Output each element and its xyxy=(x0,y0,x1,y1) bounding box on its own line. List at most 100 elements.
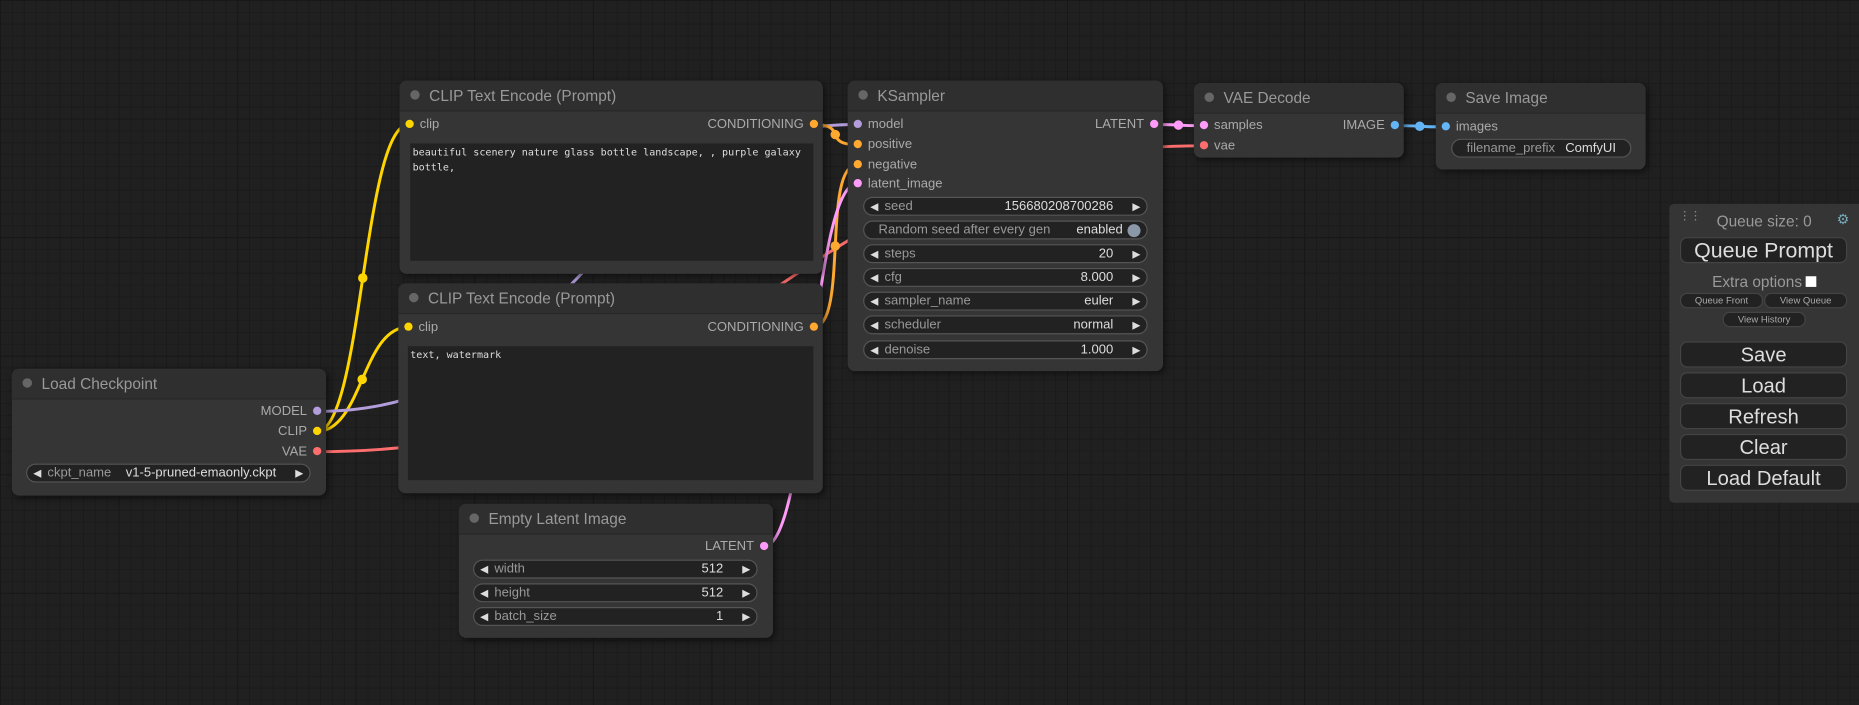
node-clip-text-encode-negative[interactable]: CLIP Text Encode (Prompt) clip CONDITION… xyxy=(398,283,823,494)
node-save-image[interactable]: Save Image images filename_prefix ComfyUI xyxy=(1435,82,1646,170)
link-center-dot-icon[interactable] xyxy=(358,273,368,283)
collapse-dot-icon[interactable] xyxy=(22,378,33,388)
height-number-widget[interactable]: ◀ height 512 ▶ xyxy=(473,583,758,603)
clear-button[interactable]: Clear xyxy=(1679,433,1848,461)
slot-dot-icon[interactable] xyxy=(1390,120,1399,129)
slot-dot-icon[interactable] xyxy=(1441,121,1450,130)
output-slot-vae[interactable]: VAE xyxy=(282,443,322,460)
output-slot-latent[interactable]: LATENT xyxy=(705,538,769,555)
sampler-name-combo[interactable]: ◀ sampler_name euler ▶ xyxy=(863,291,1148,311)
node-empty-latent-image[interactable]: Empty Latent Image LATENT ◀ width 512 ▶ ◀ he… xyxy=(458,503,774,638)
denoise-number-widget[interactable]: ◀ denoise 1.000 ▶ xyxy=(863,340,1148,360)
refresh-button[interactable]: Refresh xyxy=(1679,403,1848,430)
decrement-arrow-icon[interactable]: ◀ xyxy=(33,467,42,479)
node-title[interactable]: KSampler xyxy=(847,80,1164,112)
increment-arrow-icon[interactable]: ▶ xyxy=(1132,295,1141,308)
increment-arrow-icon[interactable]: ▶ xyxy=(1132,271,1141,284)
decrement-arrow-icon[interactable]: ◀ xyxy=(480,586,489,599)
random-seed-toggle[interactable]: Random seed after every gen enabled xyxy=(863,220,1148,240)
link-center-dot-icon[interactable] xyxy=(830,129,840,140)
output-slot-image[interactable]: IMAGE xyxy=(1343,117,1399,134)
input-slot-clip[interactable]: clip xyxy=(404,319,438,336)
batch-size-number-widget[interactable]: ◀ batch_size 1 ▶ xyxy=(473,607,758,626)
node-load-checkpoint[interactable]: Load Checkpoint MODEL CLIP VAE ◀ ckpt_nam… xyxy=(11,368,327,496)
toggle-knob-icon[interactable] xyxy=(1127,224,1141,238)
node-title[interactable]: CLIP Text Encode (Prompt) xyxy=(399,80,823,112)
node-title[interactable]: CLIP Text Encode (Prompt) xyxy=(398,283,823,315)
node-title[interactable]: Save Image xyxy=(1435,82,1646,114)
slot-dot-icon[interactable] xyxy=(312,406,322,415)
output-slot-conditioning[interactable]: CONDITIONING xyxy=(707,319,819,336)
view-queue-button[interactable]: View Queue xyxy=(1764,292,1848,309)
link-center-dot-icon[interactable] xyxy=(357,374,367,385)
steps-number-widget[interactable]: ◀ steps 20 ▶ xyxy=(863,244,1148,264)
decrement-arrow-icon[interactable]: ◀ xyxy=(870,318,879,331)
load-default-button[interactable]: Load Default xyxy=(1679,464,1848,491)
output-slot-conditioning[interactable]: CONDITIONING xyxy=(707,116,819,133)
decrement-arrow-icon[interactable]: ◀ xyxy=(870,247,879,260)
increment-arrow-icon[interactable]: ▶ xyxy=(742,563,751,576)
increment-arrow-icon[interactable]: ▶ xyxy=(295,467,304,479)
input-slot-positive[interactable]: positive xyxy=(853,136,912,153)
save-button[interactable]: Save xyxy=(1679,341,1848,368)
scheduler-combo[interactable]: ◀ scheduler normal ▶ xyxy=(863,315,1148,335)
slot-dot-icon[interactable] xyxy=(404,321,413,331)
node-clip-text-encode-positive[interactable]: CLIP Text Encode (Prompt) clip CONDITION… xyxy=(399,80,823,274)
slot-dot-icon[interactable] xyxy=(853,159,862,168)
node-title[interactable]: Load Checkpoint xyxy=(11,368,327,400)
decrement-arrow-icon[interactable]: ◀ xyxy=(870,271,879,284)
node-title[interactable]: VAE Decode xyxy=(1193,82,1404,114)
collapse-dot-icon[interactable] xyxy=(1204,92,1215,102)
slot-dot-icon[interactable] xyxy=(759,541,769,550)
increment-arrow-icon[interactable]: ▶ xyxy=(742,610,751,623)
input-slot-vae[interactable]: vae xyxy=(1199,138,1235,155)
view-history-button[interactable]: View History xyxy=(1722,311,1806,328)
input-slot-model[interactable]: model xyxy=(853,116,903,133)
queue-prompt-button[interactable]: Queue Prompt xyxy=(1679,237,1848,264)
input-slot-clip[interactable]: clip xyxy=(405,116,439,133)
slot-dot-icon[interactable] xyxy=(405,119,414,128)
output-slot-model[interactable]: MODEL xyxy=(261,403,322,420)
decrement-arrow-icon[interactable]: ◀ xyxy=(480,610,489,623)
decrement-arrow-icon[interactable]: ◀ xyxy=(480,563,489,576)
decrement-arrow-icon[interactable]: ◀ xyxy=(870,200,879,213)
slot-dot-icon[interactable] xyxy=(312,446,322,455)
input-slot-latent-image[interactable]: latent_image xyxy=(853,175,943,192)
increment-arrow-icon[interactable]: ▶ xyxy=(1132,200,1141,213)
collapse-dot-icon[interactable] xyxy=(469,513,479,523)
slot-dot-icon[interactable] xyxy=(809,321,819,331)
link-center-dot-icon[interactable] xyxy=(1173,120,1184,130)
node-title[interactable]: Empty Latent Image xyxy=(458,503,774,535)
slot-dot-icon[interactable] xyxy=(1199,140,1209,149)
slot-dot-icon[interactable] xyxy=(853,139,862,148)
gear-icon[interactable]: ⚙ xyxy=(1836,211,1850,228)
width-number-widget[interactable]: ◀ width 512 ▶ xyxy=(473,559,758,579)
extra-options-checkbox[interactable] xyxy=(1805,276,1817,287)
link-center-dot-icon[interactable] xyxy=(1415,121,1425,132)
output-slot-clip[interactable]: CLIP xyxy=(278,423,322,440)
increment-arrow-icon[interactable]: ▶ xyxy=(742,586,751,599)
collapse-dot-icon[interactable] xyxy=(858,90,868,100)
load-button[interactable]: Load xyxy=(1679,372,1848,399)
filename-prefix-text-widget[interactable]: filename_prefix ComfyUI xyxy=(1451,138,1632,158)
increment-arrow-icon[interactable]: ▶ xyxy=(1132,247,1141,260)
input-slot-samples[interactable]: samples xyxy=(1199,117,1263,134)
drag-handle-icon[interactable]: ⋮⋮ xyxy=(1678,209,1702,223)
cfg-number-widget[interactable]: ◀ cfg 8.000 ▶ xyxy=(863,267,1148,287)
node-vae-decode[interactable]: VAE Decode samples vae IMAGE xyxy=(1193,82,1404,158)
input-slot-negative[interactable]: negative xyxy=(853,156,917,173)
slot-dot-icon[interactable] xyxy=(1199,120,1209,129)
collapse-dot-icon[interactable] xyxy=(1446,92,1456,102)
seed-number-widget[interactable]: ◀ seed 156680208700286 ▶ xyxy=(863,196,1148,216)
slot-dot-icon[interactable] xyxy=(1150,119,1159,128)
link-center-dot-icon[interactable] xyxy=(830,241,840,251)
slot-dot-icon[interactable] xyxy=(853,119,862,128)
collapse-dot-icon[interactable] xyxy=(410,90,420,100)
slot-dot-icon[interactable] xyxy=(853,178,862,187)
queue-front-button[interactable]: Queue Front xyxy=(1679,292,1763,309)
output-slot-latent[interactable]: LATENT xyxy=(1095,116,1159,133)
prompt-textarea[interactable]: text, watermark xyxy=(407,346,814,481)
slot-dot-icon[interactable] xyxy=(312,426,322,435)
ckpt-name-combo[interactable]: ◀ ckpt_name v1-5-pruned-emaonly.ckpt ▶ xyxy=(26,463,311,483)
